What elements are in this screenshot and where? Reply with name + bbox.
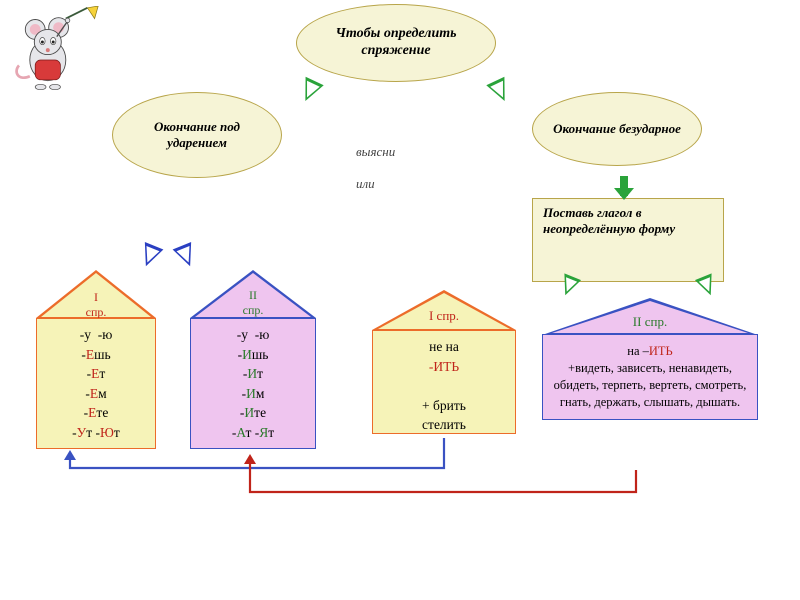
house-body: не на-ИТЬ+ бритьстелить [372, 330, 516, 434]
arrow-down-icon [296, 77, 323, 105]
house-roof-label: I спр. [429, 308, 459, 324]
arrow-down-icon [614, 168, 634, 198]
house-body: -у -ю-Ишь-Ит-Им-Ите-Ат -Ят [190, 318, 316, 449]
infinitive-text: Поставь глагол в неопределённую форму [543, 205, 713, 238]
helper-line2: или [356, 176, 446, 192]
infinitive-instruction: Поставь глагол в неопределённую форму [532, 198, 724, 282]
branch-unstressed-label: Окончание безударное [553, 121, 681, 137]
title-bubble: Чтобы определить спряжение [296, 4, 496, 82]
house-body: -у -ю-Ешь-Ет-Ем-Ете-Ут -Ют [36, 318, 156, 449]
arrow-down-icon [486, 77, 513, 105]
house-body: на –ИТЬ+видеть, зависеть, ненавидеть, об… [542, 334, 758, 420]
arrow-down-icon [137, 242, 164, 270]
title-text: Чтобы определить спряжение [307, 26, 485, 60]
branch-stressed-ending: Окончание под ударением [112, 92, 282, 178]
branch-stressed-label: Окончание под ударением [123, 119, 271, 152]
branch-unstressed-ending: Окончание безударное [532, 92, 702, 166]
house-roof-label: Iспр. [86, 290, 107, 320]
diagram-root: Чтобы определить спряжение Окончание под… [0, 0, 800, 600]
house-roof-label: II спр. [633, 314, 667, 330]
helper-line1: выясни [356, 144, 395, 159]
arrow-down-icon [173, 242, 200, 270]
mouse-illustration [10, 6, 100, 96]
house-roof-label: IIспр. [243, 288, 264, 318]
center-helper-text: выясни или [356, 144, 446, 192]
